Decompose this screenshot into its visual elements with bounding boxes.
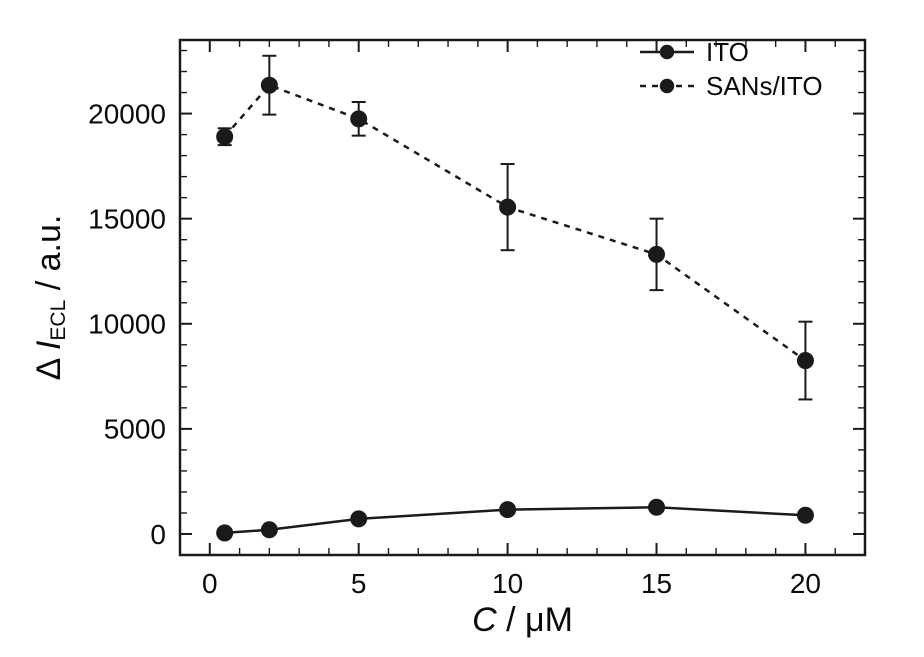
svg-text:SANs/ITO: SANs/ITO [706,71,823,101]
svg-text:C / μM: C / μM [472,601,573,639]
svg-text:0: 0 [150,519,166,550]
svg-text:ITO: ITO [706,37,749,67]
svg-text:10: 10 [492,568,523,599]
svg-text:15000: 15000 [88,203,166,234]
svg-text:5000: 5000 [104,414,166,445]
svg-text:10000: 10000 [88,309,166,340]
svg-text:20000: 20000 [88,98,166,129]
svg-text:20: 20 [790,568,821,599]
svg-text:5: 5 [351,568,367,599]
ecl-chart: 0 5 10 15 20 C / μM 0 5000 10000 15000 20000 Δ IECL… [0,0,924,657]
svg-text:15: 15 [641,568,672,599]
svg-text:0: 0 [202,568,218,599]
svg-text:Δ IECL / a.u.: Δ IECL / a.u. [30,215,70,381]
